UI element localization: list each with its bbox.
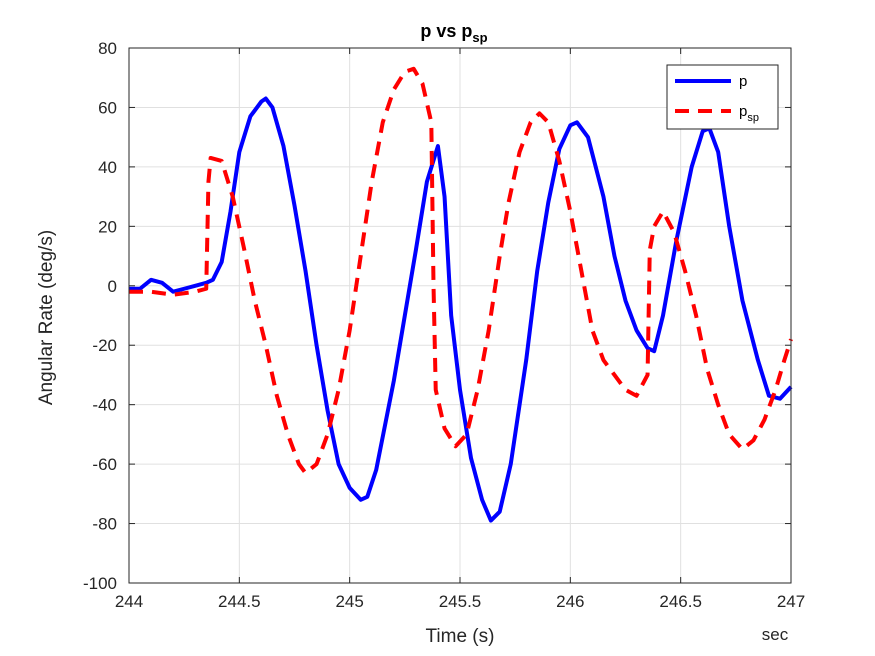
x-tick-label: 244 (115, 592, 143, 611)
legend-label-main: p (739, 73, 747, 90)
y-tick-label: 20 (98, 217, 117, 236)
legend-label-p-sp: psp (739, 103, 759, 124)
x-tick-label: 246 (556, 592, 584, 611)
x-tick-label: 245.5 (439, 592, 482, 611)
legend-label-subscript: sp (747, 112, 759, 124)
series-line-p (129, 96, 793, 523)
x-axis-unit-label: sec (762, 625, 789, 644)
y-tick-label: -80 (92, 515, 117, 534)
series-line-p-sp (129, 66, 793, 476)
y-tick-label: -40 (92, 396, 117, 415)
legend-label-p: p (739, 73, 747, 90)
x-tick-label: 247 (777, 592, 805, 611)
legend-label-main: p (739, 103, 747, 120)
chart-title: p vs psp (420, 21, 487, 45)
y-tick-label: -60 (92, 455, 117, 474)
y-tick-label: 40 (98, 158, 117, 177)
legend-box (666, 64, 779, 130)
chart-title-main: p vs p (420, 21, 472, 41)
x-tick-label: 246.5 (659, 592, 702, 611)
y-tick-label: 60 (98, 98, 117, 117)
y-axis-ticks: -100 -80 -60 -40 -20 0 20 40 60 80 (83, 39, 791, 593)
y-axis-label: Angular Rate (deg/s) (36, 230, 57, 405)
x-axis-ticks: 244 244.5 245 245.5 246 246.5 247 (115, 48, 805, 611)
y-tick-label: -20 (92, 336, 117, 355)
x-axis-label: Time (s) (426, 626, 495, 647)
x-tick-label: 244.5 (218, 592, 261, 611)
y-tick-label: 0 (108, 277, 117, 296)
chart-title-subscript: sp (472, 30, 487, 45)
y-tick-label: -100 (83, 574, 117, 593)
y-tick-label: 80 (98, 39, 117, 58)
series-layer (129, 66, 793, 523)
x-tick-label: 245 (335, 592, 363, 611)
